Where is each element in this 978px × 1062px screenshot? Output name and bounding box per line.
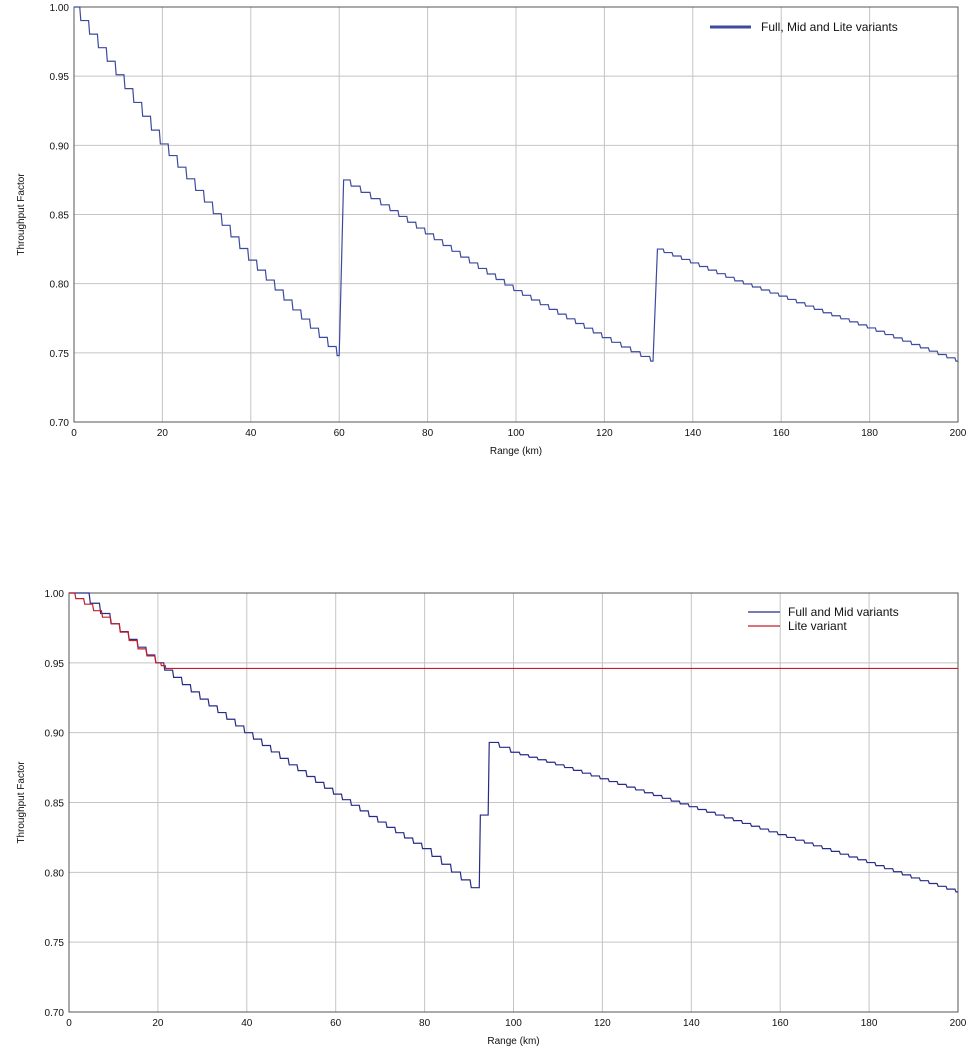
- x-tick-label: 120: [594, 1018, 611, 1029]
- x-tick-label: 140: [684, 428, 701, 439]
- x-tick-label: 180: [861, 428, 878, 439]
- y-tick-label: 0.70: [50, 418, 70, 429]
- y-axis-label: Throughput Factor: [16, 173, 27, 256]
- y-tick-label: 1.00: [45, 589, 65, 600]
- x-axis-label: Range (km): [487, 1036, 539, 1047]
- x-tick-label: 200: [950, 428, 967, 439]
- legend-label: Full, Mid and Lite variants: [761, 20, 898, 34]
- y-tick-label: 0.85: [45, 799, 65, 810]
- series-line-0: [74, 6, 958, 362]
- y-tick-label: 0.95: [45, 659, 65, 670]
- y-tick-label: 0.90: [45, 729, 65, 740]
- series-line-1: [69, 592, 958, 670]
- y-tick-label: 0.85: [50, 211, 70, 222]
- x-tick-label: 0: [66, 1018, 72, 1029]
- x-tick-label: 100: [508, 428, 525, 439]
- y-tick-label: 0.80: [45, 868, 65, 879]
- legend-label: Full and Mid variants: [788, 605, 899, 619]
- x-tick-label: 160: [772, 1018, 789, 1029]
- x-tick-label: 180: [861, 1018, 878, 1029]
- chart-bottom: 0 20 40 60 80 100 120 140 160 180 200 1.00 0.95 0.90 0…: [16, 589, 967, 1047]
- y-tick-label: 0.95: [50, 72, 70, 83]
- y-axis-label: Throughput Factor: [16, 761, 27, 844]
- x-tick-label: 120: [596, 428, 613, 439]
- y-tick-label: 0.70: [45, 1008, 65, 1019]
- x-tick-label: 0: [71, 428, 77, 439]
- x-tick-label: 80: [419, 1018, 431, 1029]
- plot-border: [73, 6, 959, 423]
- chart-top: 0 20 40 60 80 100 120 140 160 180 200 1.00 0.95 0.90 0…: [16, 3, 967, 457]
- x-tick-label: 40: [241, 1018, 253, 1029]
- y-tick-label: 1.00: [50, 3, 70, 14]
- y-tick-label: 0.75: [45, 938, 65, 949]
- x-tick-label: 200: [950, 1018, 967, 1029]
- x-tick-label: 80: [422, 428, 434, 439]
- series-line-0: [69, 592, 958, 893]
- x-tick-label: 60: [330, 1018, 342, 1029]
- y-tick-label: 0.80: [50, 280, 70, 291]
- x-tick-label: 100: [505, 1018, 522, 1029]
- x-tick-label: 20: [152, 1018, 164, 1029]
- x-tick-label: 160: [773, 428, 790, 439]
- x-axis-label: Range (km): [490, 446, 542, 457]
- plot-border: [68, 592, 959, 1013]
- x-tick-label: 40: [245, 428, 257, 439]
- x-tick-label: 60: [334, 428, 346, 439]
- y-tick-label: 0.75: [50, 349, 70, 360]
- x-tick-label: 20: [157, 428, 169, 439]
- y-tick-label: 0.90: [50, 141, 70, 152]
- legend-label: Lite variant: [788, 619, 847, 633]
- x-tick-label: 140: [683, 1018, 700, 1029]
